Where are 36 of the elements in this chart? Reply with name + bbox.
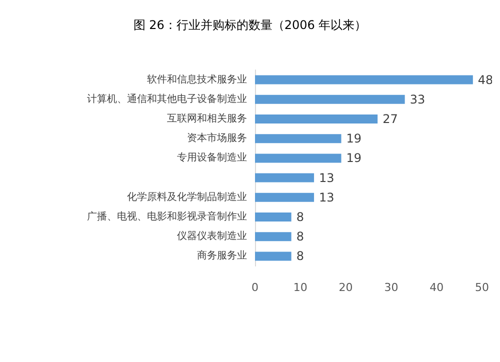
data-label: 13 bbox=[319, 170, 334, 185]
bar bbox=[255, 134, 342, 144]
x-tick-label: 50 bbox=[475, 281, 489, 294]
bar bbox=[255, 212, 292, 222]
y-tick-label: 专用设备制造业 bbox=[177, 152, 247, 164]
y-tick-label: 仪器仪表制造业 bbox=[177, 230, 247, 242]
y-tick-label: 广播、电视、电影和影视录音制作业 bbox=[87, 210, 247, 222]
y-tick-label: 商务服务业 bbox=[197, 250, 247, 262]
bar bbox=[255, 232, 292, 242]
x-tick-label: 20 bbox=[338, 281, 353, 294]
bar bbox=[255, 192, 314, 202]
data-label: 48 bbox=[478, 72, 494, 87]
x-tick-label: 40 bbox=[430, 281, 444, 294]
data-label: 27 bbox=[382, 112, 398, 126]
data-label: 19 bbox=[346, 132, 362, 146]
data-label: 13 bbox=[319, 190, 334, 204]
bar bbox=[255, 114, 378, 124]
x-tick-label: 30 bbox=[384, 281, 398, 294]
data-label: 8 bbox=[296, 210, 304, 224]
x-tick-label: 10 bbox=[293, 281, 308, 294]
bar bbox=[255, 94, 405, 104]
bar bbox=[255, 173, 314, 182]
y-tick-label: 计算机、通信和其他电子设备制造业 bbox=[87, 92, 247, 105]
data-label: 33 bbox=[410, 92, 426, 106]
bar bbox=[255, 154, 342, 163]
y-tick-label: 软件和信息技术服务业 bbox=[147, 73, 247, 86]
y-tick-label: 互联网和相关服务 bbox=[167, 112, 247, 124]
data-label: 8 bbox=[296, 249, 304, 264]
y-tick-label: 化学原料及化学制品制造业 bbox=[127, 190, 247, 203]
bar bbox=[255, 252, 292, 261]
x-tick-label: 0 bbox=[252, 281, 258, 294]
data-label: 8 bbox=[296, 230, 304, 244]
y-tick-label: 资本市场服务 bbox=[187, 132, 247, 144]
data-label: 19 bbox=[346, 151, 362, 166]
bar bbox=[255, 75, 473, 84]
chart-title: 图 26：行业并购标的数量（2006 年以来） bbox=[133, 18, 367, 32]
